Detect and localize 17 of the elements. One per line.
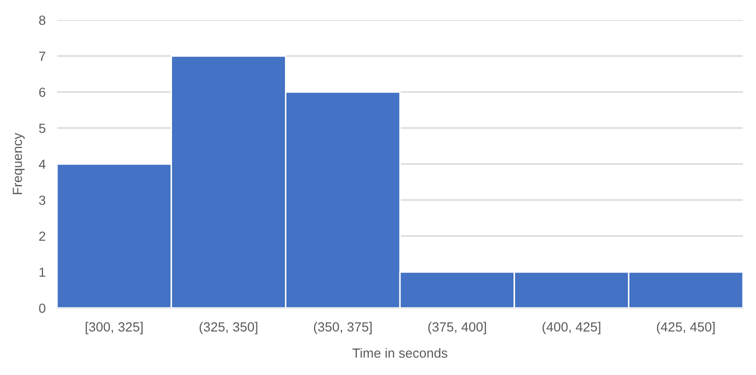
y-tick-label: 5 (39, 124, 46, 133)
x-tick-label: (375, 400] (428, 322, 486, 334)
x-axis-title: Time in seconds (352, 348, 448, 358)
y-tick-label: 8 (39, 16, 46, 25)
y-tick-label: 1 (40, 268, 46, 277)
y-tick-label: 2 (39, 232, 46, 241)
x-tick-label: (325, 350] (200, 322, 258, 334)
y-axis-title: Frequency (12, 132, 25, 194)
y-tick-label: 0 (39, 304, 46, 313)
x-tick-label: (350, 375] (314, 322, 372, 334)
y-tick-label: 3 (39, 196, 46, 205)
x-tick-label: (425, 450] (656, 322, 715, 334)
y-tick-label: 4 (38, 160, 46, 169)
x-tick-label: (400, 425] (542, 322, 600, 334)
y-tick-label: 6 (39, 88, 46, 97)
y-tick-label: 7 (39, 52, 46, 61)
x-tick-label: [300, 325] (86, 322, 143, 334)
